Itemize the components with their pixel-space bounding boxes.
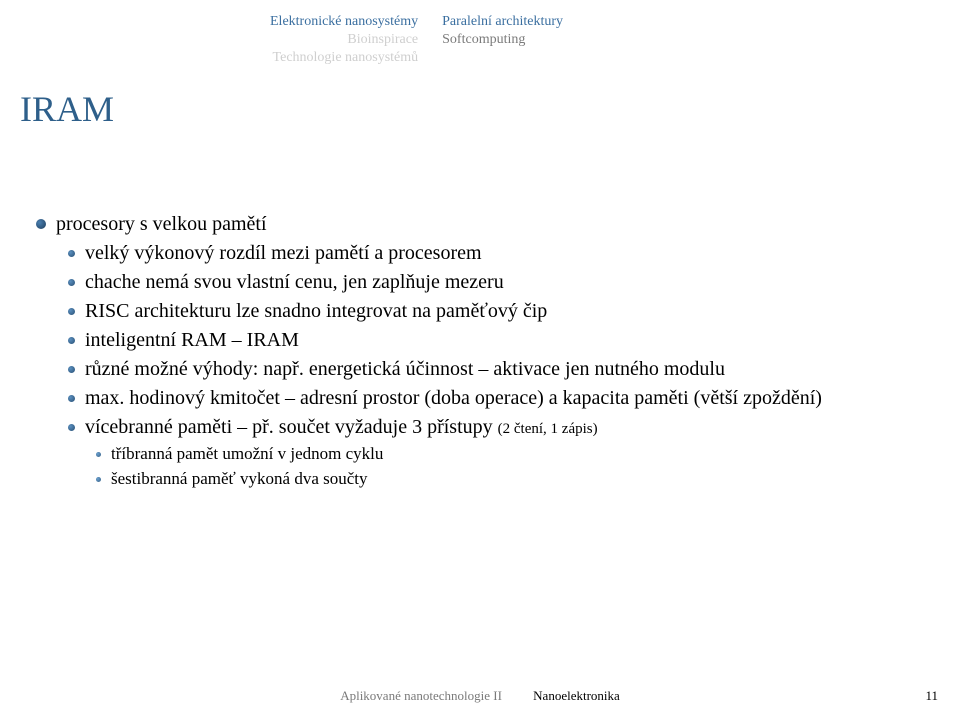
bullet-icon [68,308,75,315]
slide-content: procesory s velkou pamětívelký výkonový … [36,210,924,491]
bullet-text: inteligentní RAM – IRAM [85,326,924,355]
header-nav: Elektronické nanosystémy Bioinspirace Te… [270,14,563,66]
nav-right-col: Paralelní architektury Softcomputing [442,14,563,66]
bullet-level-2: různé možné výhody: např. energetická úč… [36,355,924,384]
bullet-text: procesory s velkou pamětí [56,210,924,239]
nav-link-softcomputing[interactable]: Softcomputing [442,32,563,48]
bullet-text: chache nemá svou vlastní cenu, jen zaplň… [85,268,924,297]
bullet-level-2: vícebranné paměti – př. součet vyžaduje … [36,413,924,442]
bullet-level-2: RISC architekturu lze snadno integrovat … [36,297,924,326]
footer-left: Aplikované nanotechnologie II [340,688,502,703]
bullet-icon [68,250,75,257]
page-number: 11 [925,688,938,704]
bullet-level-3: tříbranná pamět umožní v jednom cyklu [36,442,924,467]
bullet-icon [68,424,75,431]
nav-link-technologie[interactable]: Technologie nanosystémů [270,50,418,66]
bullet-level-2: inteligentní RAM – IRAM [36,326,924,355]
bullet-text: různé možné výhody: např. energetická úč… [85,355,924,384]
footer-right: Nanoelektronika [533,688,620,703]
bullet-icon [36,219,46,229]
nav-link-paralelni[interactable]: Paralelní architektury [442,14,563,30]
bullet-icon [96,477,101,482]
bullet-icon [68,395,75,402]
bullet-level-2: chache nemá svou vlastní cenu, jen zaplň… [36,268,924,297]
bullet-level-2: max. hodinový kmitočet – adresní prostor… [36,384,924,413]
nav-left-col: Elektronické nanosystémy Bioinspirace Te… [270,14,418,66]
bullet-icon [68,337,75,344]
nav-link-elektronicke[interactable]: Elektronické nanosystémy [270,14,418,30]
footer: Aplikované nanotechnologie II Nanoelektr… [0,688,960,704]
bullet-icon [68,279,75,286]
bullet-level-1: procesory s velkou pamětí [36,210,924,239]
bullet-icon [96,452,101,457]
slide-title: IRAM [20,88,114,130]
bullet-text: RISC architekturu lze snadno integrovat … [85,297,924,326]
nav-link-bioinspirace[interactable]: Bioinspirace [270,32,418,48]
bullet-text: šestibranná paměť vykoná dva součty [111,467,924,492]
bullet-text: max. hodinový kmitočet – adresní prostor… [85,384,924,413]
bullet-text: velký výkonový rozdíl mezi pamětí a proc… [85,239,924,268]
bullet-text: vícebranné paměti – př. součet vyžaduje … [85,413,924,442]
bullet-text: tříbranná pamět umožní v jednom cyklu [111,442,924,467]
bullet-level-2: velký výkonový rozdíl mezi pamětí a proc… [36,239,924,268]
bullet-icon [68,366,75,373]
bullet-level-3: šestibranná paměť vykoná dva součty [36,467,924,492]
